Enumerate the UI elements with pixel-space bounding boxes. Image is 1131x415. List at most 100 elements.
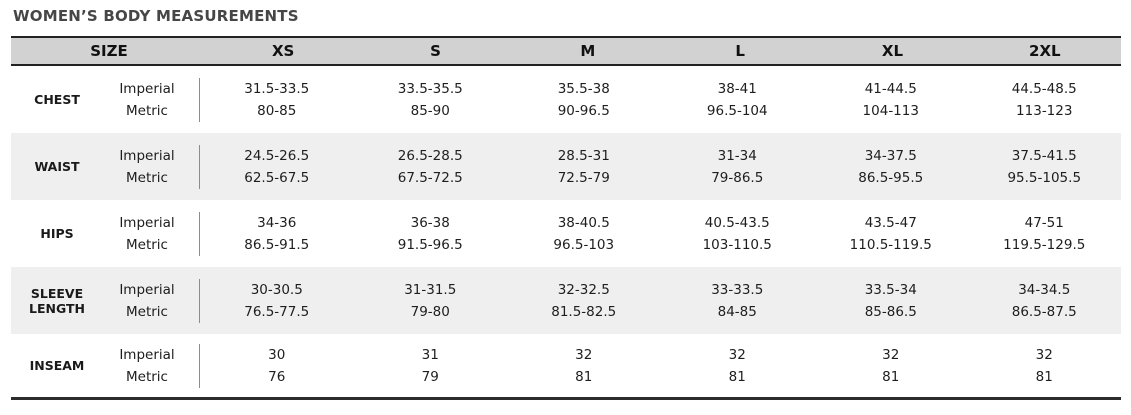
imperial-value: 38-41 [717, 80, 757, 97]
metric-value: 103-110.5 [702, 236, 772, 253]
metric-value: 86.5-91.5 [244, 236, 310, 253]
metric-value: 96.5-104 [706, 102, 768, 119]
metric-value: 79-86.5 [711, 169, 764, 186]
header-size-2xl: 2XL [1029, 42, 1061, 60]
metric-value: 81.5-82.5 [551, 303, 617, 320]
imperial-value: 31-34 [717, 147, 757, 164]
value-cell: 43.5-47 110.5-119.5 [814, 212, 968, 256]
table-row-inseam: INSEAM Imperial Metric 30 76 31 79 32 81… [11, 334, 1121, 397]
metric-value: 119.5-129.5 [1003, 236, 1086, 253]
header-size-l: L [735, 42, 745, 60]
metric-value: 86.5-87.5 [1011, 303, 1077, 320]
unit-label-imperial: Imperial [119, 281, 175, 298]
value-cell: 31-34 79-86.5 [661, 145, 815, 189]
imperial-value: 28.5-31 [557, 147, 610, 164]
unit-labels: Imperial Metric [95, 212, 199, 256]
imperial-value: 44.5-48.5 [1011, 80, 1077, 97]
metric-value: 81 [1035, 368, 1053, 385]
value-cell: 30 76 [199, 343, 354, 388]
imperial-value: 30 [268, 346, 286, 363]
value-cell: 40.5-43.5 103-110.5 [661, 212, 815, 256]
value-cell: 36-38 91.5-96.5 [354, 212, 508, 256]
imperial-value: 43.5-47 [864, 214, 917, 231]
measurement-label: SLEEVE LENGTH [29, 285, 85, 316]
value-cell: 32 81 [968, 344, 1122, 388]
value-cell: 32 81 [507, 344, 661, 388]
metric-value: 110.5-119.5 [849, 236, 932, 253]
imperial-value: 37.5-41.5 [1011, 147, 1077, 164]
value-cell: 32-32.5 81.5-82.5 [507, 279, 661, 323]
imperial-value: 33.5-35.5 [397, 80, 463, 97]
imperial-value: 32 [882, 346, 900, 363]
measurements-table: SIZE XS S M L XL 2XL CHEST Imperial Metr… [11, 36, 1121, 400]
page-title: WOMEN’S BODY MEASUREMENTS [13, 7, 299, 25]
metric-value: 76.5-77.5 [244, 303, 310, 320]
header-size-xs: XS [271, 42, 295, 60]
metric-value: 79 [421, 368, 439, 385]
metric-value: 80-85 [257, 102, 297, 119]
imperial-value: 24.5-26.5 [244, 147, 310, 164]
metric-value: 81 [728, 368, 746, 385]
unit-label-imperial: Imperial [119, 80, 175, 97]
metric-value: 95.5-105.5 [1007, 169, 1082, 186]
unit-labels: Imperial Metric [95, 78, 199, 122]
value-cell: 37.5-41.5 95.5-105.5 [968, 145, 1122, 189]
table-row-sleeve-length: SLEEVE LENGTH Imperial Metric 30-30.5 76… [11, 267, 1121, 334]
value-cell: 47-51 119.5-129.5 [968, 212, 1122, 256]
imperial-value: 32 [575, 346, 593, 363]
imperial-value: 36-38 [410, 214, 450, 231]
unit-label-imperial: Imperial [119, 214, 175, 231]
metric-value: 67.5-72.5 [397, 169, 463, 186]
imperial-value: 30-30.5 [250, 281, 303, 298]
metric-value: 96.5-103 [553, 236, 615, 253]
imperial-value: 34-36 [257, 214, 297, 231]
metric-value: 84-85 [717, 303, 757, 320]
imperial-value: 34-37.5 [864, 147, 917, 164]
imperial-value: 33.5-34 [864, 281, 917, 298]
value-cell: 34-37.5 86.5-95.5 [814, 145, 968, 189]
imperial-value: 32 [728, 346, 746, 363]
value-cell: 33.5-34 85-86.5 [814, 279, 968, 323]
imperial-value: 32 [1035, 346, 1053, 363]
header-size-s: S [430, 42, 441, 60]
table-header-row: SIZE XS S M L XL 2XL [11, 38, 1121, 66]
metric-value: 90-96.5 [557, 102, 610, 119]
measurement-label: HIPS [40, 226, 74, 241]
value-cell: 34-34.5 86.5-87.5 [968, 279, 1122, 323]
imperial-value: 31.5-33.5 [244, 80, 310, 97]
unit-label-metric: Metric [126, 169, 168, 186]
value-cell: 38-41 96.5-104 [661, 78, 815, 122]
metric-value: 81 [882, 368, 900, 385]
table-row-waist: WAIST Imperial Metric 24.5-26.5 62.5-67.… [11, 133, 1121, 200]
imperial-value: 40.5-43.5 [704, 214, 770, 231]
unit-label-imperial: Imperial [119, 346, 175, 363]
value-cell: 31 79 [354, 344, 508, 388]
imperial-value: 31-31.5 [404, 281, 457, 298]
unit-labels: Imperial Metric [95, 344, 199, 388]
unit-labels: Imperial Metric [95, 279, 199, 323]
table-row-hips: HIPS Imperial Metric 34-36 86.5-91.5 36-… [11, 200, 1121, 267]
metric-value: 76 [268, 368, 286, 385]
measurement-label: INSEAM [29, 358, 85, 373]
value-cell: 26.5-28.5 67.5-72.5 [354, 145, 508, 189]
imperial-value: 38-40.5 [557, 214, 610, 231]
unit-labels: Imperial Metric [95, 145, 199, 189]
measurement-label: WAIST [34, 159, 80, 174]
value-cell: 30-30.5 76.5-77.5 [199, 278, 354, 323]
metric-value: 62.5-67.5 [244, 169, 310, 186]
unit-label-metric: Metric [126, 368, 168, 385]
imperial-value: 35.5-38 [557, 80, 610, 97]
metric-value: 86.5-95.5 [858, 169, 924, 186]
value-cell: 33.5-35.5 85-90 [354, 78, 508, 122]
imperial-value: 41-44.5 [864, 80, 917, 97]
imperial-value: 26.5-28.5 [397, 147, 463, 164]
imperial-value: 47-51 [1024, 214, 1064, 231]
unit-label-metric: Metric [126, 102, 168, 119]
value-cell: 32 81 [814, 344, 968, 388]
value-cell: 32 81 [661, 344, 815, 388]
header-size-xl: XL [881, 42, 904, 60]
value-cell: 34-36 86.5-91.5 [199, 211, 354, 256]
metric-value: 104-113 [862, 102, 919, 119]
value-cell: 41-44.5 104-113 [814, 78, 968, 122]
